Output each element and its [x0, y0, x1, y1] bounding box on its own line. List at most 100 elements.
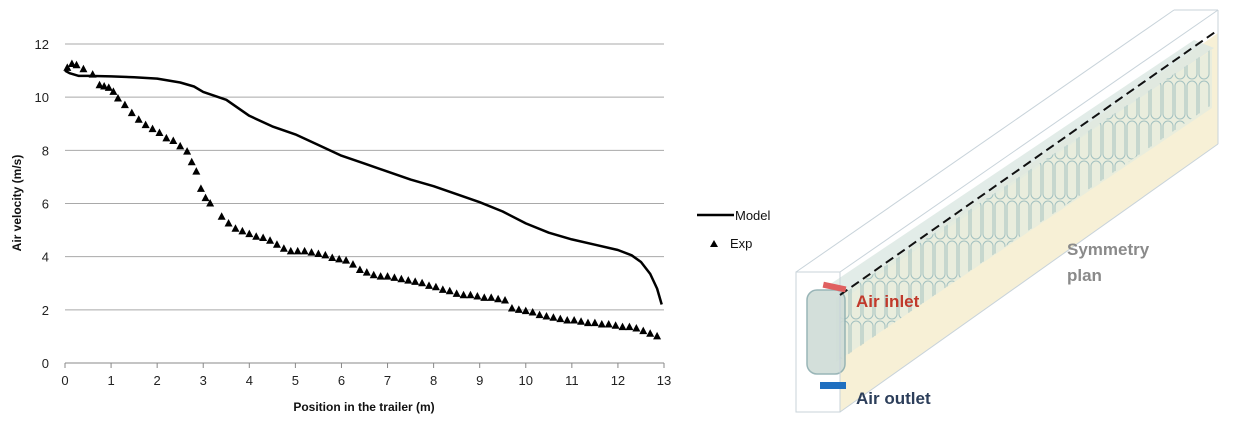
exp-point: [362, 268, 371, 276]
exp-point: [383, 272, 392, 280]
y-axis-title: Air velocity (m/s): [10, 155, 24, 252]
exp-point: [127, 108, 136, 117]
symmetry-plan-label-line2: plan: [1067, 266, 1102, 285]
container-box-outline: [795, 9, 1219, 413]
exp-point: [328, 253, 337, 261]
x-tick-label: 13: [657, 373, 671, 388]
x-tick-label: 11: [565, 373, 579, 388]
exp-point: [528, 307, 537, 316]
exp-point: [583, 318, 592, 327]
exp-point: [390, 273, 399, 281]
exp-point: [639, 326, 648, 335]
exp-point: [376, 272, 385, 280]
series-line-model: [64, 69, 663, 305]
exp-point: [577, 317, 586, 325]
trailer-diagram: Symmetry plan Air inlet Air outlet: [795, 9, 1219, 413]
x-tick-label: 12: [611, 373, 625, 388]
series-layer: [63, 59, 663, 340]
exp-point: [535, 310, 544, 319]
x-tick-label: 4: [246, 373, 253, 388]
x-axis-title: Position in the trailer (m): [293, 400, 434, 414]
exp-point: [556, 314, 565, 323]
air-inlet-marker: [822, 281, 847, 293]
exp-point: [100, 82, 109, 90]
y-tick-label: 8: [42, 143, 49, 158]
y-tick-label: 6: [42, 197, 49, 212]
x-tick-label: 5: [292, 373, 299, 388]
exp-point: [300, 246, 309, 255]
exp-point: [542, 311, 551, 320]
exp-point: [245, 229, 254, 238]
exp-point: [411, 277, 420, 285]
air-outlet-marker: [820, 382, 846, 389]
exp-point: [217, 212, 226, 220]
air-outlet-label: Air outlet: [856, 389, 931, 408]
exp-point: [570, 315, 579, 324]
exp-point: [321, 250, 330, 259]
exp-point: [480, 293, 489, 301]
exp-point: [355, 265, 364, 273]
exp-point: [438, 285, 447, 293]
exp-point: [653, 331, 662, 340]
exp-point: [201, 193, 210, 202]
x-tick-label: 6: [338, 373, 345, 388]
exp-point: [259, 233, 268, 242]
exp-point: [487, 293, 496, 301]
exp-point: [286, 246, 295, 255]
exp-point: [183, 147, 192, 155]
exp-point: [176, 141, 185, 150]
exp-point: [604, 319, 613, 328]
exp-point: [162, 133, 171, 142]
exp-point: [63, 63, 72, 71]
exp-point: [192, 167, 201, 175]
exp-point: [95, 80, 104, 89]
legend-model-label: Model: [735, 208, 771, 223]
exp-point: [238, 226, 247, 235]
symmetry-plan-label-line1: Symmetry: [1067, 240, 1150, 259]
y-tick-labels: 0 2 4 6 8 10 12: [35, 37, 49, 371]
y-tick-label: 2: [42, 303, 49, 318]
x-tick-label: 7: [384, 373, 391, 388]
exp-point: [224, 218, 233, 227]
x-tick-label: 1: [107, 373, 114, 388]
exp-point: [618, 322, 627, 331]
exp-point: [141, 120, 150, 129]
exp-point: [266, 236, 275, 244]
exp-point: [206, 199, 215, 207]
exp-point: [120, 100, 129, 109]
exp-point: [369, 270, 378, 279]
exp-point: [507, 304, 516, 312]
exp-point: [597, 319, 606, 328]
exp-point: [314, 249, 323, 258]
exp-point: [113, 93, 122, 102]
exp-point: [169, 136, 178, 145]
exp-point: [473, 292, 482, 300]
exp-point: [342, 256, 351, 264]
x-tick-label: 0: [61, 373, 68, 388]
exp-point: [231, 224, 240, 232]
exp-point: [88, 70, 97, 78]
y-tick-label: 12: [35, 37, 49, 52]
exp-point: [501, 296, 510, 304]
exp-point: [494, 294, 503, 303]
exp-point: [431, 282, 440, 291]
exp-point: [252, 232, 261, 240]
y-tick-label: 0: [42, 356, 49, 371]
x-tick-labels: 0 1 2 3 4 5 6 7 8 9 10 11 12 13: [61, 363, 671, 388]
front-pallet-stack: [806, 289, 846, 375]
y-tick-label: 4: [42, 250, 49, 265]
exp-point: [67, 59, 76, 67]
exp-point: [104, 83, 113, 91]
pallet-rows-top: [826, 40, 1214, 296]
gridlines: [65, 43, 664, 364]
legend: Model Exp: [697, 208, 771, 251]
exp-point: [521, 306, 530, 315]
exp-point: [632, 323, 641, 332]
x-tick-label: 3: [200, 373, 207, 388]
exp-point: [155, 128, 164, 137]
exp-point: [425, 281, 434, 289]
exp-point: [307, 248, 316, 256]
exp-point: [445, 286, 454, 295]
exp-point: [563, 315, 572, 324]
